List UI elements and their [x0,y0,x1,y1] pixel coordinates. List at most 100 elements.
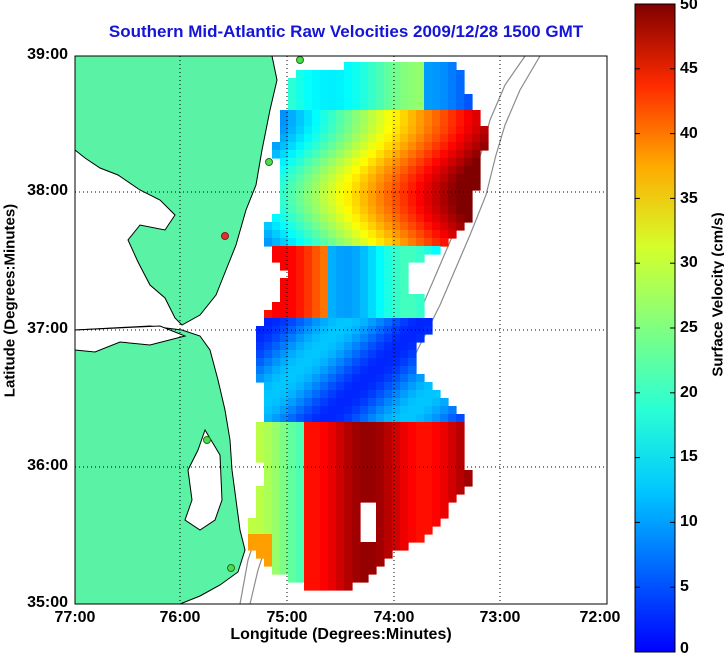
velocity-cell [344,286,353,295]
velocity-cell [312,142,321,151]
velocity-cell [296,430,305,439]
velocity-cell [400,358,409,367]
velocity-cell [376,174,385,183]
velocity-cell [376,406,385,415]
velocity-cell [352,534,361,543]
velocity-cell [400,166,409,175]
velocity-cell [408,230,417,239]
velocity-cell [328,310,337,319]
velocity-cell [288,78,297,87]
grid-lines [75,56,607,604]
velocity-cell [304,302,313,311]
velocity-cell [408,478,417,487]
velocity-cell [352,542,361,551]
velocity-cell [256,486,265,495]
velocity-cell [408,398,417,407]
velocity-cell [384,262,393,271]
velocity-cell [304,310,313,319]
velocity-cell [296,110,305,119]
velocity-cell [360,334,369,343]
velocity-cell [328,198,337,207]
velocity-cell [360,126,369,135]
velocity-cell [392,118,401,127]
velocity-cell [296,406,305,415]
velocity-cell [432,182,441,191]
velocity-cell [376,126,385,135]
velocity-cell [280,470,289,479]
velocity-cell [376,326,385,335]
velocity-cell [256,350,265,359]
velocity-cell [360,222,369,231]
velocity-cell [288,558,297,567]
velocity-cell [320,422,329,431]
velocity-cell [328,558,337,567]
velocity-cell [264,462,273,471]
velocity-cell [272,334,281,343]
velocity-cell [296,174,305,183]
y-tick-label: 38:00 [27,182,68,199]
velocity-cell [416,102,425,111]
velocity-cell [392,518,401,527]
velocity-cell [376,246,385,255]
velocity-cell [288,526,297,535]
velocity-cell [320,182,329,191]
velocity-cell [440,134,449,143]
x-tick-label: 77:00 [54,609,96,626]
velocity-cell [336,94,345,103]
velocity-cell [424,238,433,247]
velocity-cell [296,70,305,79]
velocity-cell [408,254,417,263]
velocity-cell [344,278,353,287]
velocity-cell [464,206,473,215]
velocity-cell [288,198,297,207]
velocity-cell [408,414,417,423]
velocity-cell [400,462,409,471]
velocity-cell [304,582,313,591]
velocity-cell [392,278,401,287]
velocity-cell [288,438,297,447]
colorbar-tick-label: 0 [680,640,689,657]
velocity-cell [288,342,297,351]
velocity-cell [336,302,345,311]
velocity-cell [376,518,385,527]
velocity-cell [280,174,289,183]
velocity-cell [416,502,425,511]
velocity-cell [296,438,305,447]
velocity-cell [304,430,313,439]
velocity-cell [336,206,345,215]
velocity-cell [408,246,417,255]
velocity-cell [296,198,305,207]
velocity-cell [320,486,329,495]
station-marker [296,56,304,64]
velocity-cell [336,390,345,399]
velocity-cell [288,278,297,287]
colorbar-tick-label: 30 [680,254,698,271]
velocity-cell [408,342,417,351]
velocity-cell [400,398,409,407]
velocity-cell [304,182,313,191]
velocity-cell [376,238,385,247]
velocity-cell [400,246,409,255]
velocity-cell [480,142,489,151]
velocity-cell [304,518,313,527]
velocity-cell [392,158,401,167]
chart-title: Southern Mid-Atlantic Raw Velocities 200… [108,22,584,41]
velocity-cell [368,542,377,551]
velocity-cell [288,374,297,383]
velocity-cell [424,398,433,407]
velocity-cell [288,446,297,455]
velocity-cell [256,534,265,543]
velocity-cell [288,158,297,167]
velocity-cell [368,454,377,463]
velocity-cell [328,230,337,239]
velocity-cell [400,342,409,351]
velocity-cell [416,182,425,191]
velocity-cell [320,94,329,103]
velocity-cell [304,470,313,479]
velocity-cell [432,454,441,463]
velocity-cell [384,462,393,471]
velocity-cell [288,286,297,295]
velocity-cell [360,326,369,335]
velocity-cell [472,182,481,191]
velocity-cell [344,558,353,567]
